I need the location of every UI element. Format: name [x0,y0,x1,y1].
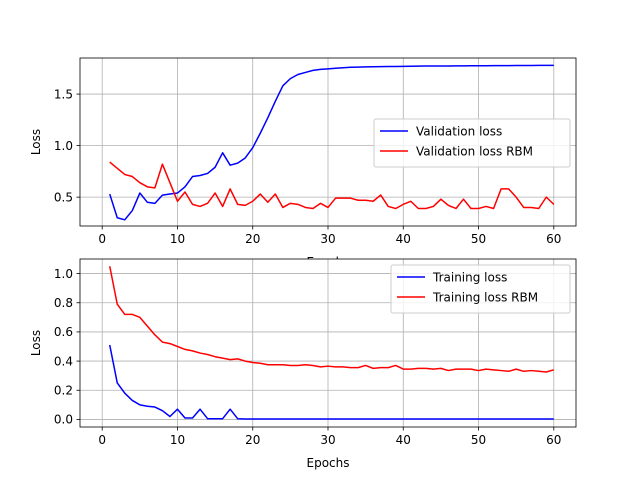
y-tick-label: 1.0 [54,139,73,153]
y-tick-label: 0.4 [54,354,73,368]
x-tick-label: 40 [396,232,411,246]
x-tick-label: 50 [471,232,486,246]
y-tick-label: 0.8 [54,296,73,310]
y-axis-label: Loss [29,330,43,356]
series-line-rbm [109,161,555,210]
x-tick-label: 20 [245,232,260,246]
x-tick-label: 0 [98,232,106,246]
x-tick-label: 60 [546,433,561,447]
y-tick-label: 0.0 [54,413,73,427]
y-tick-label: 1.5 [54,87,73,101]
x-tick-label: 30 [320,232,335,246]
x-axis-label: Epochs [307,456,350,470]
y-tick-label: 0.6 [54,325,73,339]
x-tick-label: 20 [245,433,260,447]
legend: Training loss Training loss RBM [390,264,571,314]
y-tick-label: 0.2 [54,384,73,398]
validation-loss-chart: 01020304050600.51.01.5EpochsLossValidati… [29,57,577,269]
legend-label: Validation loss RBM [416,144,533,158]
legend-label: Validation loss [416,124,502,138]
training-loss-chart: 0 10 20 30 40 50 60 0.0 0.2 0.4 0.6 0.8 1.0 Epochs Los… [29,258,577,470]
x-tick-label: 0 [98,433,106,447]
y-tick-label: 1.0 [54,267,73,281]
series-line-primary [108,344,554,420]
x-tick-label: 60 [546,232,561,246]
y-tick-label: 0.5 [54,190,73,204]
legend-label: Training loss RBM [432,290,538,304]
y-axis-label: Loss [29,129,43,155]
x-tick-label: 10 [170,232,185,246]
legend: Validation loss Validation loss RBM [373,118,571,168]
legend-box [373,118,571,168]
x-tick-label: 40 [396,433,411,447]
legend-box [390,264,571,314]
x-tick-label: 50 [471,433,486,447]
series-line-primary [109,64,554,221]
x-tick-label: 10 [170,433,185,447]
x-tick-label: 30 [320,433,335,447]
series-line-rbm [108,266,555,373]
legend-label: Training loss [432,270,507,284]
